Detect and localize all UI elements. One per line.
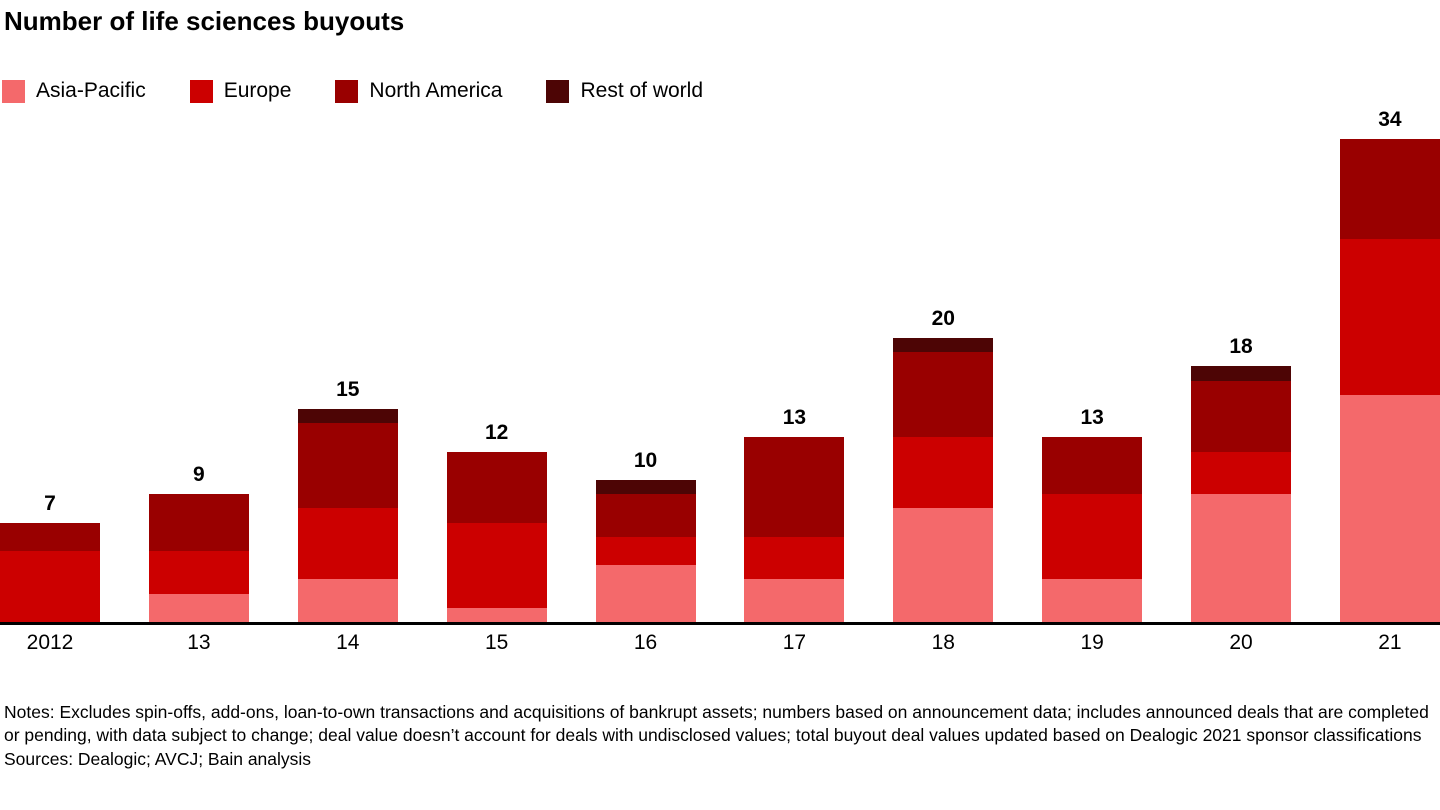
- bar-column-13: 9: [148, 463, 249, 622]
- bar-column-18: 20: [893, 307, 994, 622]
- bar-segment-north-america: [744, 437, 845, 537]
- bar-segment-north-america: [148, 494, 249, 552]
- bar-total-label: 34: [1378, 108, 1402, 132]
- bar-segment-europe: [1339, 238, 1440, 395]
- bar-segment-rest-of-world: [297, 409, 398, 424]
- legend-item-europe: Europe: [189, 79, 292, 103]
- bar-segment-north-america: [1042, 437, 1143, 495]
- legend-swatch-europe: [189, 79, 213, 103]
- bar-segment-rest-of-world: [1191, 366, 1291, 381]
- footer-notes: Notes: Excludes spin-offs, add-ons, loan…: [0, 701, 1440, 771]
- bar-segment-europe: [148, 551, 249, 594]
- x-axis-label-18: 18: [931, 631, 955, 654]
- legend: Asia-Pacific Europe North America Rest of w…: [2, 79, 1440, 103]
- bar-segment-north-america: [297, 423, 398, 509]
- x-axis-label-16: 16: [633, 631, 658, 654]
- bar-total-label: 7: [44, 491, 56, 515]
- bar-total-label: 10: [633, 449, 658, 473]
- bar-segment-asia-pacific: [1339, 394, 1440, 622]
- legend-item-north-america: North America: [335, 79, 502, 103]
- stacked-bar: [148, 494, 249, 622]
- bar-column-21: 34: [1339, 108, 1440, 622]
- stacked-bar: [0, 522, 100, 622]
- legend-swatch-north-america: [335, 79, 359, 103]
- bar-segment-asia-pacific: [446, 607, 547, 622]
- bar-total-label: 18: [1229, 335, 1253, 359]
- bar-segment-europe: [1191, 451, 1291, 495]
- stacked-bar: [893, 338, 994, 622]
- notes-text: Notes: Excludes spin-offs, add-ons, loan…: [4, 702, 1429, 746]
- legend-label: Europe: [223, 79, 292, 102]
- chart-title: Number of life sciences buyouts: [4, 6, 405, 36]
- bar-segment-north-america: [893, 352, 994, 438]
- stacked-bar: [1042, 437, 1143, 622]
- bar-total-label: 13: [1080, 406, 1104, 430]
- bar-segment-north-america: [1339, 139, 1440, 239]
- bar-segment-rest-of-world: [595, 480, 696, 495]
- x-axis-label-20: 20: [1229, 631, 1253, 654]
- bar-segment-asia-pacific: [297, 579, 398, 622]
- legend-swatch-asia-pacific: [2, 79, 25, 103]
- stacked-bar: [1191, 366, 1291, 622]
- bar-total-label: 15: [336, 378, 360, 402]
- bar-segment-europe: [744, 536, 845, 580]
- bar-segment-north-america: [0, 522, 100, 551]
- bar-column-14: 15: [297, 378, 398, 622]
- bar-total-label: 20: [931, 307, 955, 331]
- x-axis-label-17: 17: [782, 631, 807, 654]
- x-axis-label-14: 14: [336, 631, 360, 654]
- sources-text: Sources: Dealogic; AVCJ; Bain analysis: [4, 748, 312, 769]
- bar-segment-asia-pacific: [148, 593, 249, 622]
- bar-column-19: 13: [1042, 406, 1143, 622]
- bar-total-label: 13: [782, 406, 807, 430]
- bar-segment-asia-pacific: [595, 565, 696, 622]
- bar-segment-north-america: [446, 451, 547, 523]
- stacked-bar: [1339, 139, 1440, 622]
- x-axis-label-21: 21: [1378, 631, 1402, 654]
- legend-item-rest-of-world: Rest of world: [546, 79, 703, 103]
- bar-segment-europe: [0, 551, 100, 622]
- bar-segment-asia-pacific: [744, 579, 845, 622]
- bar-segment-europe: [446, 522, 547, 608]
- stacked-bar: [744, 437, 845, 622]
- x-axis-label-13: 13: [187, 631, 211, 654]
- legend-swatch-rest-of-world: [546, 79, 570, 103]
- bar-segment-asia-pacific: [893, 508, 994, 622]
- bar-column-16: 10: [595, 449, 696, 622]
- bar-column-17: 13: [744, 406, 845, 622]
- bar-segment-europe: [595, 536, 696, 566]
- bar-column-20: 18: [1191, 335, 1291, 622]
- x-axis-label-15: 15: [484, 631, 509, 654]
- bar-total-label: 9: [193, 463, 205, 487]
- x-axis-label-19: 19: [1080, 631, 1104, 654]
- bar-segment-europe: [297, 508, 398, 580]
- plot-area: 7 9 15 12 10 13 20 13 18 34: [0, 108, 1440, 625]
- bar-column-15: 12: [446, 420, 547, 622]
- legend-item-asia-pacific: Asia-Pacific: [2, 79, 146, 103]
- bar-segment-rest-of-world: [893, 338, 994, 353]
- bar-column-2012: 7: [0, 492, 100, 622]
- legend-label: Asia-Pacific: [36, 79, 146, 102]
- bar-segment-north-america: [595, 494, 696, 537]
- legend-label: Rest of world: [580, 79, 704, 102]
- stacked-bar: [595, 480, 696, 622]
- bar-segment-north-america: [1191, 380, 1291, 452]
- bar-segment-asia-pacific: [1042, 579, 1143, 622]
- x-axis-label-2012: 2012: [26, 631, 74, 654]
- bar-segment-europe: [893, 437, 994, 509]
- legend-label: North America: [369, 79, 503, 102]
- bar-total-label: 12: [484, 420, 509, 444]
- bar-segment-europe: [1042, 494, 1143, 580]
- stacked-bar: [446, 451, 547, 622]
- stacked-bar: [297, 409, 398, 622]
- bar-segment-asia-pacific: [1191, 494, 1291, 622]
- x-axis-labels: 2012 13 14 15 16 17 18 19 20 21: [0, 631, 1440, 655]
